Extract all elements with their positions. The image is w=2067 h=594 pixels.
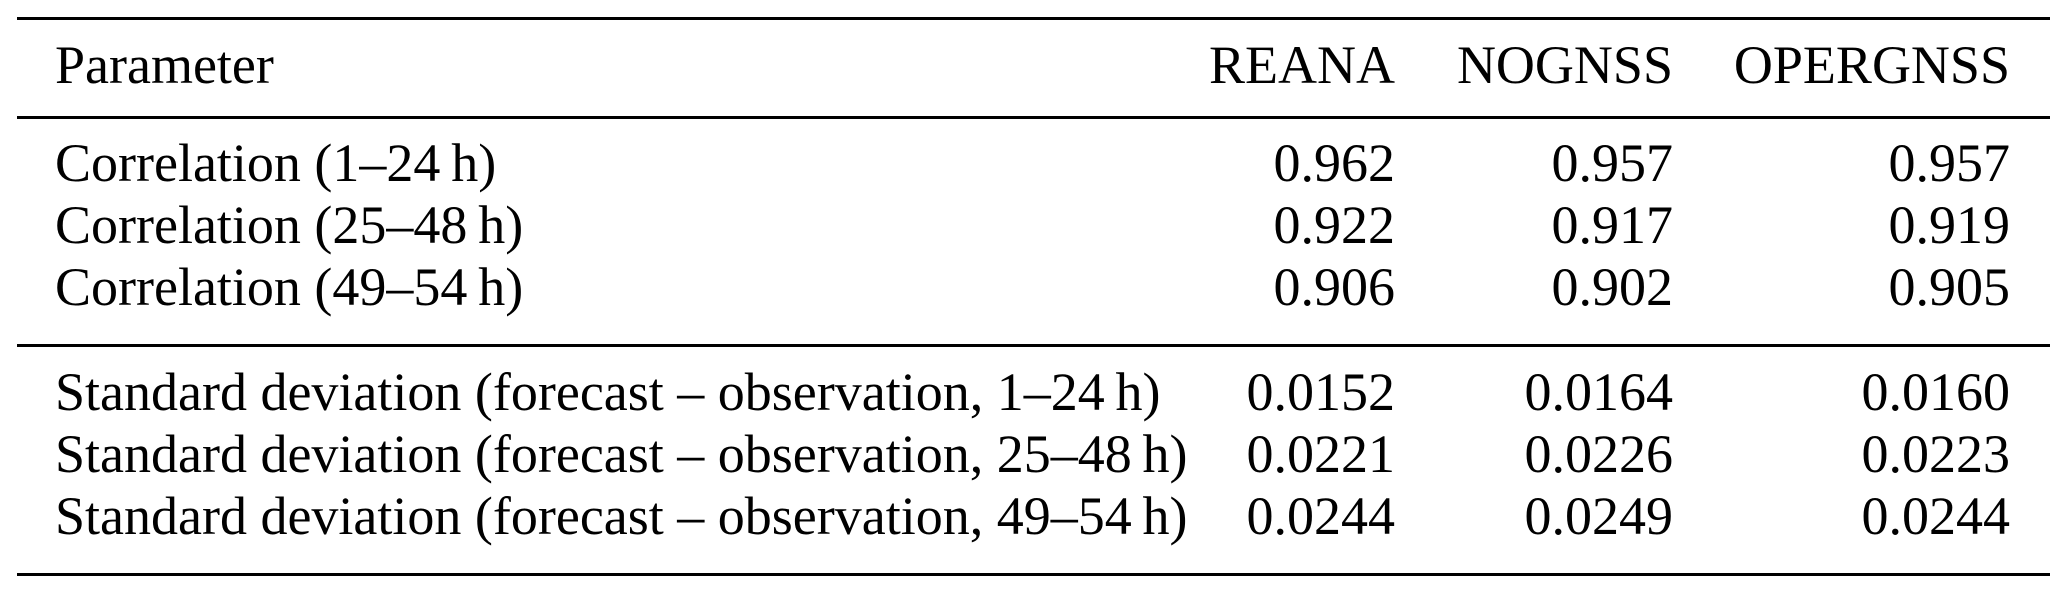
value-cell: 0.962 bbox=[1273, 133, 1396, 193]
parameter-cell: Correlation (1–24 h) bbox=[55, 133, 497, 193]
value-cell: 0.0160 bbox=[1673, 344, 2050, 423]
parameter-cell: Standard deviation (forecast – observati… bbox=[17, 344, 1161, 423]
value-cell: 0.0244 bbox=[1155, 485, 1395, 576]
value-cell: 0.919 bbox=[1888, 195, 2011, 255]
value-cell: 0.0223 bbox=[1861, 424, 2011, 484]
value-cell: 0.0249 bbox=[1395, 485, 1673, 576]
column-header-parameter: Parameter bbox=[17, 17, 1155, 119]
results-table: Parameter REANA NOGNSS OPERGNSS Correlat… bbox=[17, 17, 2050, 576]
table-row: Standard deviation (forecast – observati… bbox=[17, 344, 2050, 423]
parameter-cell: Correlation (25–48 h) bbox=[55, 195, 524, 255]
value-cell: 0.0226 bbox=[1524, 424, 1674, 484]
value-cell: 0.922 bbox=[1273, 195, 1396, 255]
value-cell: 0.0164 bbox=[1395, 344, 1673, 423]
column-header-nognss: NOGNSS bbox=[1395, 17, 1673, 119]
column-header-opergnss: OPERGNSS bbox=[1673, 17, 2050, 119]
value-cell: 0.0152 bbox=[1155, 344, 1395, 423]
header-row: Parameter REANA NOGNSS OPERGNSS bbox=[17, 17, 2050, 119]
table-row: Standard deviation (forecast – observati… bbox=[17, 485, 2050, 576]
value-cell: 0.957 bbox=[1551, 133, 1674, 193]
table-row: Correlation (25–48 h) 0.922 0.917 0.919 bbox=[17, 194, 2050, 256]
value-cell: 0.0221 bbox=[1246, 424, 1396, 484]
table-header: Parameter REANA NOGNSS OPERGNSS bbox=[17, 17, 2050, 119]
value-cell: 0.957 bbox=[1888, 133, 2011, 193]
parameter-cell: Standard deviation (forecast – observati… bbox=[55, 424, 1188, 484]
column-header-reana: REANA bbox=[1155, 17, 1395, 119]
table-row: Standard deviation (forecast – observati… bbox=[17, 423, 2050, 485]
table-row: Correlation (1–24 h) 0.962 0.957 0.957 bbox=[17, 118, 2050, 195]
correlation-section: Correlation (1–24 h) 0.962 0.957 0.957 C… bbox=[17, 118, 2050, 346]
value-cell: 0.905 bbox=[1888, 257, 2011, 317]
value-cell: 0.0244 bbox=[1673, 485, 2050, 576]
value-cell: 0.902 bbox=[1551, 257, 1674, 317]
standard-deviation-section: Standard deviation (forecast – observati… bbox=[17, 344, 2050, 576]
parameter-cell: Standard deviation (forecast – observati… bbox=[17, 485, 1188, 576]
value-cell: 0.917 bbox=[1551, 195, 1674, 255]
table-row: Correlation (49–54 h) 0.906 0.902 0.905 bbox=[17, 256, 2050, 346]
parameter-cell: Correlation (49–54 h) bbox=[55, 257, 524, 317]
value-cell: 0.906 bbox=[1273, 257, 1396, 317]
